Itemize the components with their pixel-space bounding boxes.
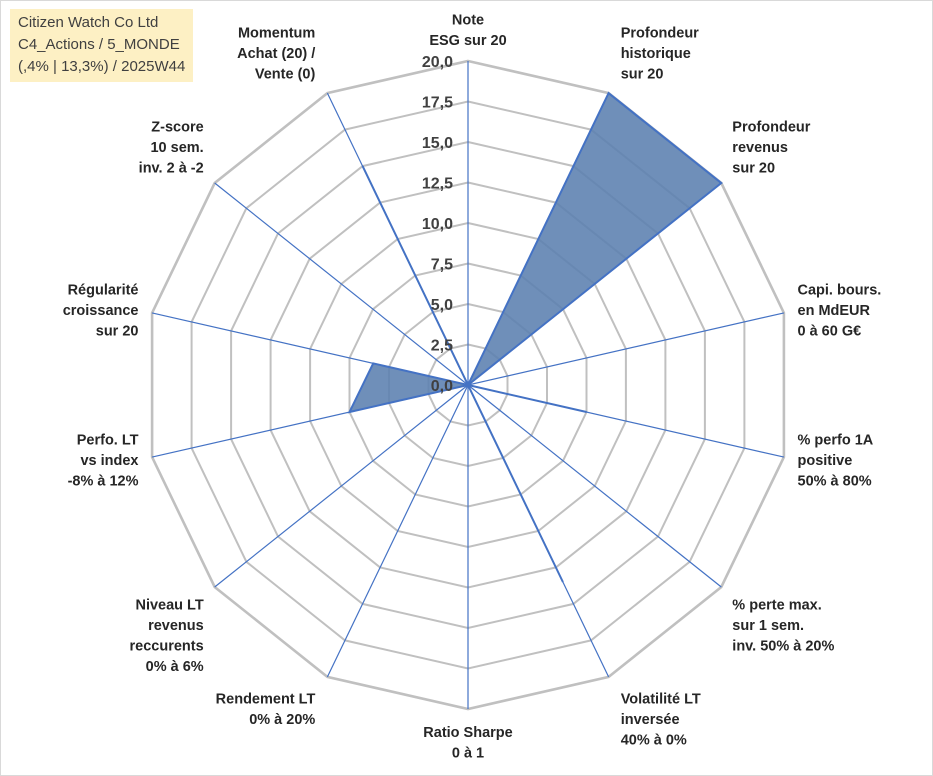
tick-label: 5,0 xyxy=(431,297,453,314)
axis-label-line: Achat (20) / xyxy=(237,46,315,62)
axis-label-line: sur 20 xyxy=(732,160,775,176)
axis-label: % perfo 1A positive 50% à 80% xyxy=(798,433,874,490)
tick-label: 12,5 xyxy=(422,176,453,193)
axis-label-line: 10 sem. xyxy=(150,140,203,156)
axis-label-line: % perfo 1A xyxy=(798,433,874,449)
tick-label: 2,5 xyxy=(431,338,453,355)
title-line-period: (,4% | 13,3%) / 2025W44 xyxy=(18,58,186,75)
axis-label-line: Note xyxy=(452,13,484,29)
axis-label: Régularité croissance sur 20 xyxy=(63,282,139,339)
title-line-portfolio: C4_Actions / 5_MONDE xyxy=(18,36,180,53)
axis-label-text: Perfo. LT vs index -8% à 12% xyxy=(68,433,139,490)
axis-spoke xyxy=(214,384,469,588)
axis-label-text: Z-score 10 sem. inv. 2 à -2 xyxy=(139,119,204,176)
axis-label-line: Régularité xyxy=(68,282,139,298)
axis-label-line: en MdEUR xyxy=(798,303,871,319)
axis-label-line: positive xyxy=(798,453,853,469)
axis-spoke xyxy=(326,384,469,678)
axis-label-line: Momentum xyxy=(238,26,315,42)
series-layer xyxy=(347,91,723,583)
axis-label-line: 40% à 0% xyxy=(621,733,687,749)
axis-label-text: % perfo 1A positive 50% à 80% xyxy=(798,433,874,490)
tick-label: 7,5 xyxy=(431,257,453,274)
axis-label-line: Capi. bours. xyxy=(798,282,882,298)
tick-label: 20,0 xyxy=(422,54,453,71)
axis-label-line: Niveau LT xyxy=(135,598,203,614)
axis-label-line: historique xyxy=(621,46,691,62)
axis-spoke xyxy=(214,182,469,386)
series-area xyxy=(347,91,723,583)
tick-label: 17,5 xyxy=(422,95,453,112)
axis-label-line: Perfo. LT xyxy=(77,433,139,449)
tick-label: 0,0 xyxy=(431,378,453,395)
tick-label-layer: 0,0 2,5 5,0 7,5 10,0 12,5 15,0 17,5 20,0 xyxy=(422,54,453,395)
axis-label-line: revenus xyxy=(732,140,788,156)
axis-label-text: Rendement LT 0% à 20% xyxy=(216,692,316,729)
title-line-company: Citizen Watch Co Ltd xyxy=(18,14,159,31)
axis-label-line: reccurents xyxy=(130,639,204,655)
axis-label-text: % perte max. sur 1 sem. inv. 50% à 20% xyxy=(732,598,834,655)
axis-label-text: Momentum Achat (20) / Vente (0) xyxy=(237,26,315,83)
axis-label-line: -8% à 12% xyxy=(68,474,139,490)
axis-label-line: ESG sur 20 xyxy=(429,33,506,49)
axis-label-line: Vente (0) xyxy=(255,67,316,83)
axis-label-line: 50% à 80% xyxy=(798,474,872,490)
axis-spoke xyxy=(467,384,722,588)
axis-label-line: 0 à 1 xyxy=(452,746,484,762)
axis-label-line: croissance xyxy=(63,303,139,319)
axis-label-layer: Note ESG sur 20 Profondeur historique sur 20… xyxy=(63,13,882,762)
axis-label-line: Z-score xyxy=(151,119,203,135)
axis-label: Profondeur revenus sur 20 xyxy=(732,119,810,176)
axis-label: Capi. bours. en MdEUR 0 à 60 G€ xyxy=(798,282,882,339)
axis-label-text: Régularité croissance sur 20 xyxy=(63,282,139,339)
axis-label: Perfo. LT vs index -8% à 12% xyxy=(68,433,139,490)
axis-label-text: Note ESG sur 20 xyxy=(429,13,506,50)
axis-label-line: 0% à 20% xyxy=(249,712,315,728)
axis-label-text: Volatilité LT inversée 40% à 0% xyxy=(621,692,701,749)
axis-label: Momentum Achat (20) / Vente (0) xyxy=(237,26,315,83)
axis-spoke xyxy=(467,312,785,386)
axis-label-line: Rendement LT xyxy=(216,692,316,708)
axis-label: Ratio Sharpe 0 à 1 xyxy=(423,725,512,762)
axis-label-line: inversée xyxy=(621,712,680,728)
axis-label-line: sur 1 sem. xyxy=(732,618,804,634)
axis-label-text: Ratio Sharpe 0 à 1 xyxy=(423,725,512,762)
axis-label-line: revenus xyxy=(148,618,204,634)
axis-label: Z-score 10 sem. inv. 2 à -2 xyxy=(139,119,204,176)
axis-label: Niveau LT revenus reccurents 0% à 6% xyxy=(130,598,204,676)
axis-label-line: Profondeur xyxy=(732,119,810,135)
axis-label-line: inv. 50% à 20% xyxy=(732,639,834,655)
axis-label: Note ESG sur 20 xyxy=(429,13,506,50)
axis-label-line: sur 20 xyxy=(621,67,664,83)
axis-label: Profondeur historique sur 20 xyxy=(621,26,699,83)
axis-label-line: Ratio Sharpe xyxy=(423,725,512,741)
axis-label: Rendement LT 0% à 20% xyxy=(216,692,316,729)
axis-label-line: 0% à 6% xyxy=(146,659,204,675)
axis-label-text: Niveau LT revenus reccurents 0% à 6% xyxy=(130,598,204,676)
axis-label: Volatilité LT inversée 40% à 0% xyxy=(621,692,701,749)
axis-label-text: Capi. bours. en MdEUR 0 à 60 G€ xyxy=(798,282,882,339)
axis-label-line: sur 20 xyxy=(96,323,139,339)
axis-label-line: Profondeur xyxy=(621,26,699,42)
axis-label-line: vs index xyxy=(80,453,138,469)
axis-label-text: Profondeur historique sur 20 xyxy=(621,26,699,83)
tick-label: 10,0 xyxy=(422,216,453,233)
axis-label-line: inv. 2 à -2 xyxy=(139,160,204,176)
chart-title-box: Citizen Watch Co Ltd C4_Actions / 5_MOND… xyxy=(10,9,194,82)
axis-label: % perte max. sur 1 sem. inv. 50% à 20% xyxy=(732,598,834,655)
axis-label-line: % perte max. xyxy=(732,598,821,614)
tick-label: 15,0 xyxy=(422,135,453,152)
axis-label-text: Profondeur revenus sur 20 xyxy=(732,119,810,176)
axis-label-line: Volatilité LT xyxy=(621,692,701,708)
axis-label-line: 0 à 60 G€ xyxy=(798,323,862,339)
